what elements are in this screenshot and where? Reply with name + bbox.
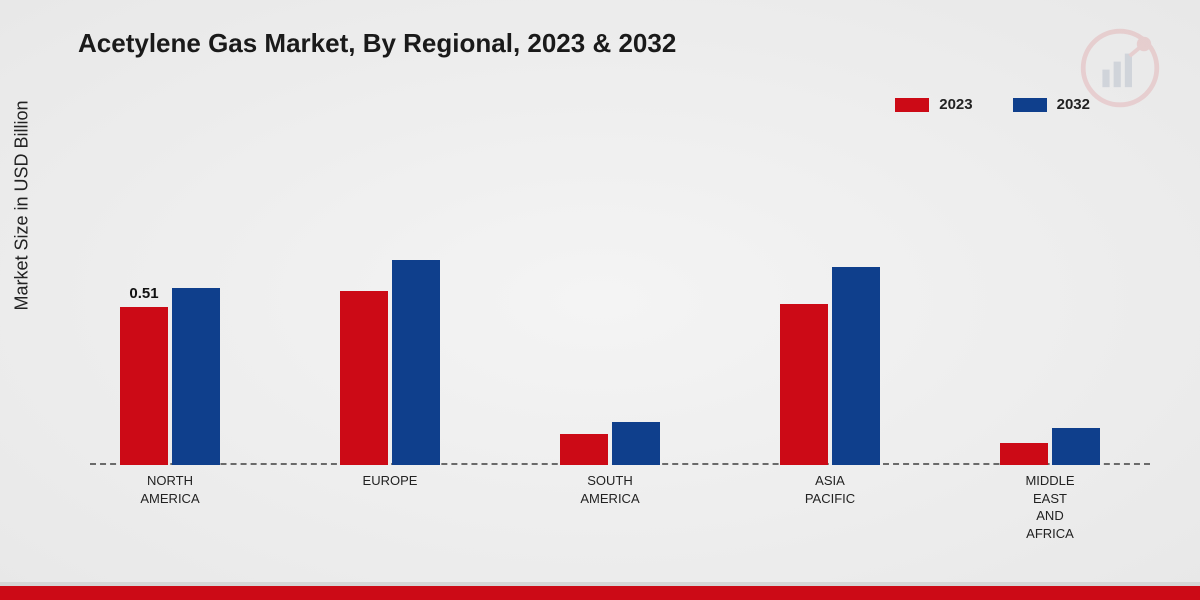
bar-2032 xyxy=(1052,428,1100,465)
y-axis-label: Market Size in USD Billion xyxy=(12,100,33,310)
x-axis-labels: NORTH AMERICA EUROPE SOUTH AMERICA ASIA PAC… xyxy=(90,472,1150,562)
bar-2023: 0.51 xyxy=(120,307,168,465)
bar-2023 xyxy=(560,434,608,465)
footer-accent-bar xyxy=(0,586,1200,600)
bar-group xyxy=(780,267,880,465)
bar-group: 0.51 xyxy=(120,288,220,465)
legend-item-2032: 2032 xyxy=(1013,96,1090,113)
bar-group xyxy=(560,422,660,465)
bar-group xyxy=(340,260,440,465)
legend-label-2023: 2023 xyxy=(939,96,972,113)
bar-2032 xyxy=(392,260,440,465)
bar-2023 xyxy=(1000,443,1048,465)
bar-2023 xyxy=(780,304,828,465)
x-tick-label: NORTH AMERICA xyxy=(140,472,199,507)
bar-2032 xyxy=(832,267,880,465)
chart-title: Acetylene Gas Market, By Regional, 2023 … xyxy=(78,28,676,59)
plot-area: 0.51 xyxy=(90,155,1150,465)
bar-2032 xyxy=(612,422,660,465)
x-tick-label: ASIA PACIFIC xyxy=(805,472,855,507)
bar-group xyxy=(1000,428,1100,465)
watermark-logo-icon xyxy=(1080,28,1160,108)
bar-2032 xyxy=(172,288,220,465)
bar-value-label: 0.51 xyxy=(129,285,158,302)
x-tick-label: EUROPE xyxy=(363,472,418,490)
x-tick-label: MIDDLE EAST AND AFRICA xyxy=(1025,472,1074,542)
bar-2023 xyxy=(340,291,388,465)
legend-item-2023: 2023 xyxy=(895,96,972,113)
legend-label-2032: 2032 xyxy=(1057,96,1090,113)
legend: 2023 2032 xyxy=(895,96,1090,113)
legend-swatch-2032 xyxy=(1013,98,1047,112)
legend-swatch-2023 xyxy=(895,98,929,112)
x-tick-label: SOUTH AMERICA xyxy=(580,472,639,507)
